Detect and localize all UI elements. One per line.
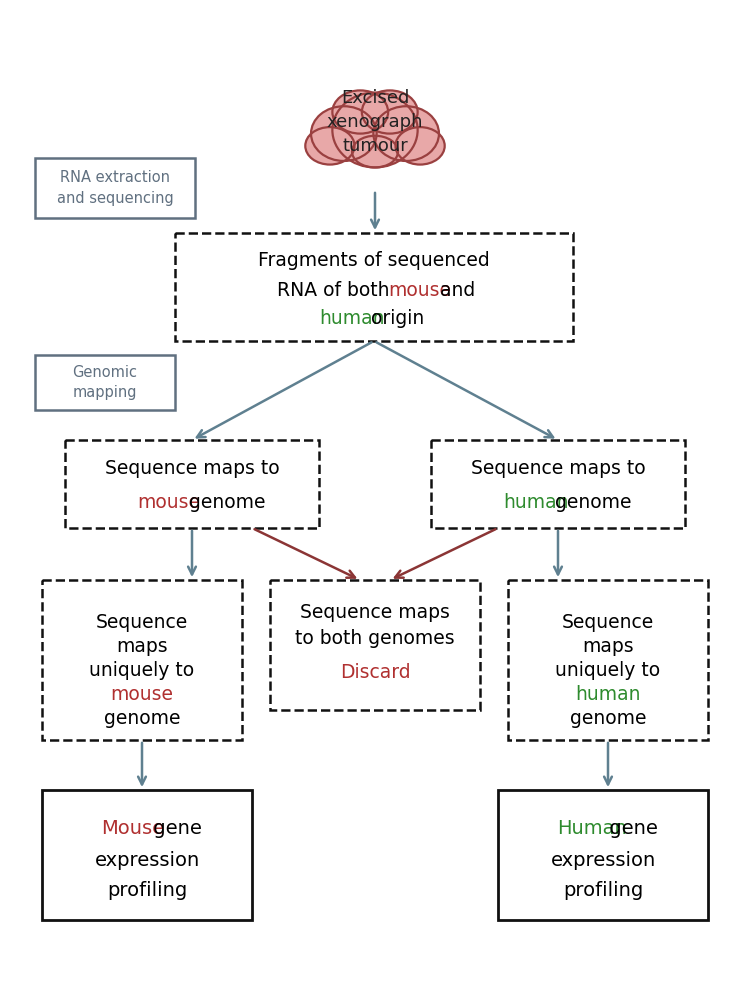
Text: expression: expression [94, 851, 200, 870]
Bar [498, 790, 708, 920]
Text: RNA extraction
and sequencing: RNA extraction and sequencing [57, 170, 173, 205]
Text: human: human [319, 309, 384, 328]
Text: Mouse: Mouse [101, 819, 164, 838]
Text: Sequence: Sequence [562, 612, 654, 631]
Text: uniquely to: uniquely to [556, 660, 661, 679]
Text: uniquely to: uniquely to [89, 660, 194, 679]
Text: genome: genome [104, 708, 180, 727]
Bar [35, 355, 175, 410]
Text: Sequence: Sequence [96, 612, 188, 631]
Text: Fragments of sequenced: Fragments of sequenced [258, 252, 490, 271]
Text: Sequence maps: Sequence maps [300, 602, 450, 621]
Text: human: human [503, 493, 568, 511]
Ellipse shape [311, 106, 376, 161]
Text: origin: origin [364, 309, 424, 328]
Bar [42, 790, 252, 920]
Text: profiling: profiling [106, 881, 188, 900]
Ellipse shape [332, 90, 388, 133]
Text: to both genomes: to both genomes [296, 628, 454, 647]
Bar [508, 580, 708, 740]
Text: mouse: mouse [388, 282, 451, 301]
Text: mouse: mouse [136, 493, 200, 511]
Text: genome: genome [183, 493, 266, 511]
Text: and: and [433, 282, 475, 301]
Text: Excised
xenograph
tumour: Excised xenograph tumour [327, 89, 423, 155]
Bar [35, 158, 195, 218]
Bar [175, 233, 573, 341]
Text: Genomic
mapping: Genomic mapping [73, 365, 137, 400]
Text: genome: genome [549, 493, 632, 511]
Text: Human: Human [557, 819, 627, 838]
Text: gene: gene [603, 819, 658, 838]
Bar [270, 580, 480, 710]
Text: gene: gene [147, 819, 202, 838]
Text: maps: maps [582, 636, 634, 655]
Text: Discard: Discard [340, 662, 410, 681]
Ellipse shape [332, 92, 418, 167]
Ellipse shape [305, 127, 355, 164]
Bar [42, 580, 242, 740]
Text: profiling: profiling [562, 881, 643, 900]
Text: Sequence maps to: Sequence maps to [105, 459, 279, 478]
Ellipse shape [362, 90, 418, 133]
Bar [431, 440, 685, 528]
Text: expression: expression [550, 851, 656, 870]
Ellipse shape [374, 106, 439, 161]
Text: mouse: mouse [110, 684, 173, 703]
Text: Sequence maps to: Sequence maps to [471, 459, 645, 478]
Text: maps: maps [116, 636, 168, 655]
Ellipse shape [395, 127, 445, 164]
Text: genome: genome [570, 708, 646, 727]
Text: RNA of both: RNA of both [278, 282, 396, 301]
Bar [65, 440, 319, 528]
Text: human: human [575, 684, 640, 703]
Ellipse shape [352, 135, 398, 167]
